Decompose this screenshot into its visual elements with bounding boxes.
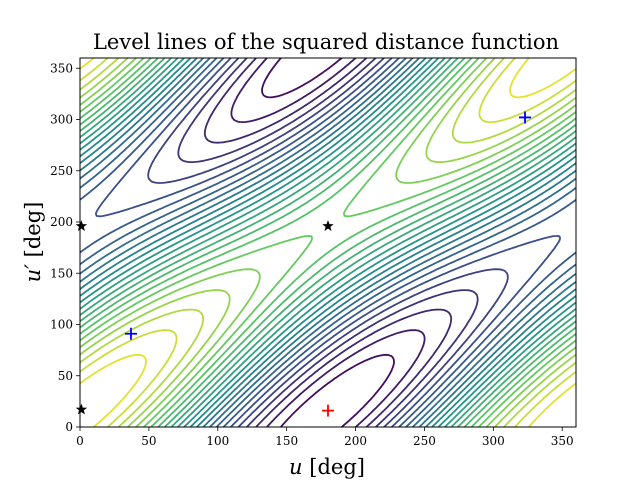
x-tick-label: 300 [482, 434, 505, 448]
x-axis-variable: u [289, 455, 303, 479]
x-tick-label: 0 [76, 434, 84, 448]
contour-level [177, 58, 479, 427]
y-axis-label: u′ [deg] [21, 202, 45, 283]
contour-level [80, 58, 576, 427]
plot-frame [79, 57, 577, 428]
x-axis-ticks: 0 50 100 150 200 250 300 350 [76, 427, 574, 448]
x-tick-label: 50 [141, 434, 156, 448]
y-tick-label: 150 [50, 266, 73, 280]
contour-level [80, 58, 576, 427]
y-tick-label: 250 [50, 164, 73, 178]
critical-point-markers [75, 111, 532, 417]
x-tick-label: 100 [206, 434, 229, 448]
contour-level [80, 58, 576, 427]
x-tick-label: 350 [551, 434, 574, 448]
contour-level [80, 58, 576, 427]
minimum-marker [124, 327, 137, 340]
contour-level [80, 58, 576, 427]
contour-level [80, 58, 576, 427]
contour-level [80, 58, 576, 427]
y-tick-label: 200 [50, 215, 73, 229]
y-tick-label: 50 [58, 369, 73, 383]
x-tick-label: 150 [275, 434, 298, 448]
maximum-marker [322, 404, 334, 417]
x-axis-unit: [deg] [303, 455, 365, 479]
minimum-marker [519, 111, 532, 124]
saddle-marker [75, 220, 88, 231]
contour-lines [80, 58, 576, 427]
x-tick-label: 200 [344, 434, 367, 448]
saddle-marker [322, 220, 334, 231]
contour-level [147, 58, 509, 427]
y-tick-label: 350 [50, 61, 73, 75]
contour-level [80, 58, 576, 427]
y-axis-variable: u′ [21, 264, 45, 283]
contour-level [80, 58, 576, 427]
y-axis-ticks: 0 50 100 150 200 250 300 350 [50, 61, 80, 434]
y-axis-unit: [deg] [21, 202, 45, 264]
contour-level [80, 58, 576, 427]
y-tick-label: 300 [50, 113, 73, 127]
contour-level [80, 58, 576, 427]
saddle-marker [75, 403, 88, 415]
x-axis-label: u [deg] [289, 455, 365, 479]
y-tick-label: 100 [50, 318, 73, 332]
contour-level [80, 58, 576, 427]
y-tick-label: 0 [65, 420, 73, 434]
chart-title: Level lines of the squared distance func… [93, 30, 559, 54]
x-tick-label: 250 [413, 434, 436, 448]
